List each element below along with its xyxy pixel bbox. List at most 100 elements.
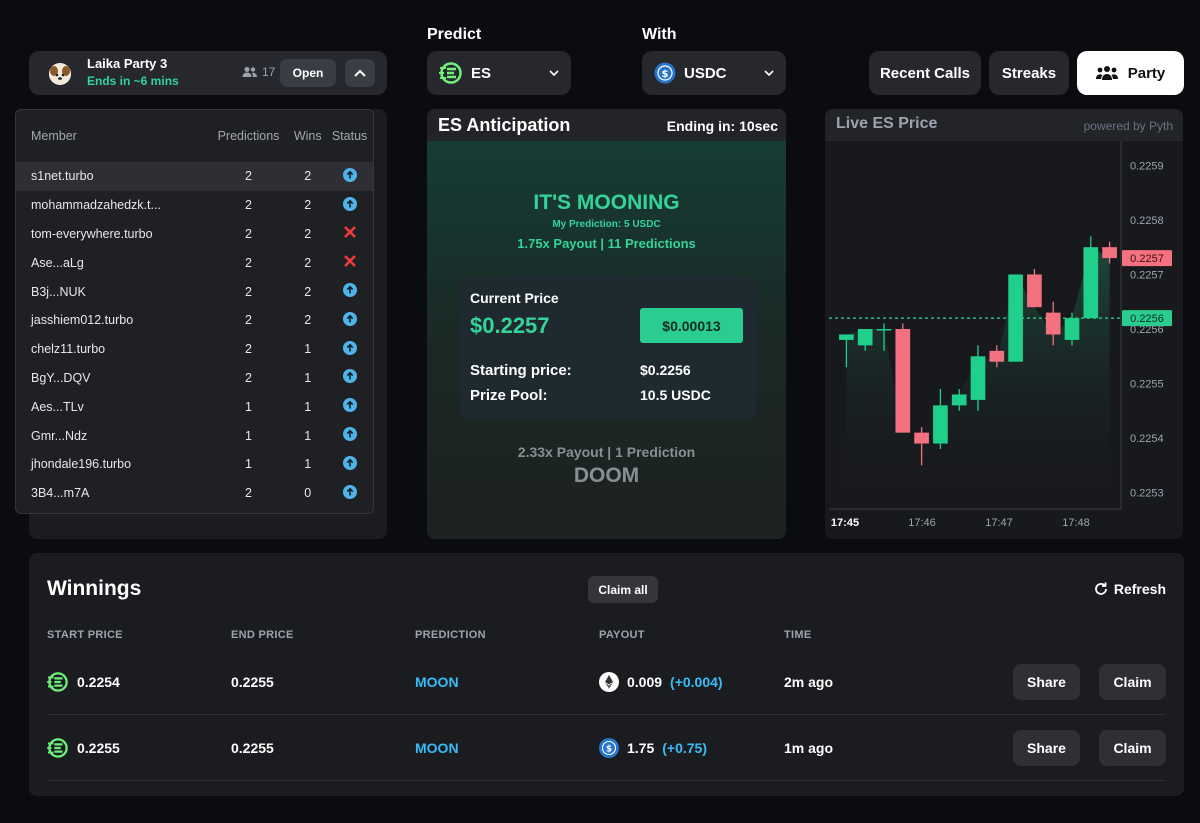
svg-text:$: $ [662,69,669,80]
price-chart[interactable]: 0.2259 0.2258 0.2257 0.2256 0.2255 0.2254 0.22… [825,141,1183,539]
collapse-button[interactable] [345,59,375,87]
claim-all-button[interactable]: Claim all [588,576,658,603]
doom-title: DOOM [573,464,640,487]
member-row[interactable]: 3B4...m7A 2 0 [16,479,373,508]
x-tick-label: 17:46 [908,517,936,529]
chevron-down-icon [549,70,559,76]
arrow-up-circle-icon [342,398,357,413]
current-price-value: $0.2257 [470,313,550,338]
y-tick-label: 0.2256 [1130,324,1164,336]
candle-body [1045,312,1061,335]
member-row[interactable]: mohammadzahedzk.t... 2 2 [16,191,373,220]
current-price-label: Current Price [470,290,559,306]
party-members-dropdown[interactable]: Member Predictions Wins Status s1net.tur… [15,109,374,514]
member-row[interactable]: jasshiem012.turbo 2 2 [16,306,373,335]
prize-pool-value: 10.5 USDC [640,387,711,403]
eth-icon [599,672,619,692]
refresh-button[interactable]: Refresh [1094,581,1166,597]
member-row[interactable]: tom-everywhere.turbo 2 2 [16,220,373,249]
refresh-label: Refresh [1113,581,1166,597]
start-price-cell: 0.2255 [47,716,120,780]
member-predictions: 2 [245,198,252,213]
chevron-down-icon [764,70,774,76]
member-predictions: 1 [245,457,252,472]
party-selector[interactable]: Laika Party 3 Ends in ~6 mins 17 Open [29,51,387,95]
party-button[interactable]: Party [1077,51,1184,95]
member-row[interactable]: Gmr...Ndz 1 1 [16,421,373,450]
member-status [326,479,373,508]
prediction: MOON [415,740,459,756]
member-name: tom-everywhere.turbo [31,226,153,241]
winnings-title: Winnings [47,577,142,600]
col-time: TIME [784,629,812,641]
col-predictions: Predictions [217,129,280,143]
claim-button[interactable]: Claim [1099,664,1166,700]
member-row[interactable]: Ase...aLg 2 2 [16,248,373,277]
member-wins: 2 [289,162,327,191]
live-title: Live ES Price [836,115,938,132]
member-wins: 1 [304,457,312,472]
live-price-panel: Live ES Price powered by Pyth 0.2259 0.22… [825,109,1183,539]
arrow-up-circle-icon [342,455,357,470]
member-row[interactable]: Aes...TLv 1 1 [16,392,373,421]
member-status [326,392,373,421]
x-tick-label: 17:45 [831,517,859,529]
streaks-button[interactable]: Streaks [989,51,1069,95]
member-status [326,450,373,479]
share-button[interactable]: Share [1013,730,1080,766]
x-tick-label: 17:48 [1062,517,1090,529]
candle-body [895,329,911,433]
member-row[interactable]: s1net.turbo 2 2 [16,162,373,191]
winnings-row: 0.2255 0.2255 MOON $1.75 (+0.75) 1m ago Share C… [47,716,1166,781]
payout-value: 0.009 [627,674,663,690]
member-predictions: 2 [245,284,252,299]
members-table: Member Predictions Wins Status s1net.tur… [16,110,373,508]
member-status [326,364,373,393]
open-party-button[interactable]: Open [280,59,336,87]
member-name: B3j...NUK [31,284,86,299]
predict-select[interactable]: ES [427,51,571,95]
recent-calls-button[interactable]: Recent Calls [869,51,981,95]
member-status [326,421,373,450]
member-status [326,277,373,306]
member-predictions: 2 [207,162,290,191]
price-change-badge: $0.00013 [640,308,743,343]
share-button[interactable]: Share [1013,664,1080,700]
end-price: 0.2255 [231,674,274,690]
starting-price-label: Starting price: [470,362,572,379]
member-name: chelz11.turbo [31,342,106,357]
member-row[interactable]: B3j...NUK 2 2 [16,277,373,306]
col-end-price: END PRICE [231,629,294,641]
col-prediction: PREDICTION [415,629,486,641]
live-header: Live ES Price powered by Pyth [825,109,1183,141]
time: 2m ago [784,674,834,690]
member-wins: 1 [304,342,312,357]
current-price-tag-label: 0.2257 [1130,253,1164,265]
y-tick-label: 0.2254 [1130,433,1164,445]
member-status [326,162,373,191]
member-wins: 1 [304,370,312,385]
member-name: Aes...TLv [31,399,84,414]
claim-button[interactable]: Claim [1099,730,1166,766]
winnings-panel: Winnings Claim all Refresh START PRICE E… [29,553,1184,796]
member-row[interactable]: jhondale196.turbo 1 1 [16,450,373,479]
starting-price-value: $0.2256 [640,362,691,378]
x-tick-label: 17:47 [985,517,1013,529]
doom-payout: 2.33x Payout | 1 Prediction [517,444,696,460]
party-button-label: Party [1127,64,1166,82]
usdc-icon: $ [599,738,619,758]
users-icon [242,67,257,77]
member-row[interactable]: chelz11.turbo 2 1 [16,335,373,364]
member-wins: 1 [304,428,312,443]
token-select[interactable]: $ USDC [642,51,786,95]
member-predictions: 1 [245,399,252,414]
start-price-tag [1122,310,1172,327]
member-wins: 2 [304,226,312,241]
member-status [326,248,373,277]
member-wins: 2 [304,255,312,270]
member-row[interactable]: BgY...DQV 2 1 [16,364,373,393]
member-name: s1net.turbo [16,162,208,191]
candle-body [1027,274,1042,308]
member-name: jasshiem012.turbo [31,313,134,328]
candle-body [1064,318,1080,340]
